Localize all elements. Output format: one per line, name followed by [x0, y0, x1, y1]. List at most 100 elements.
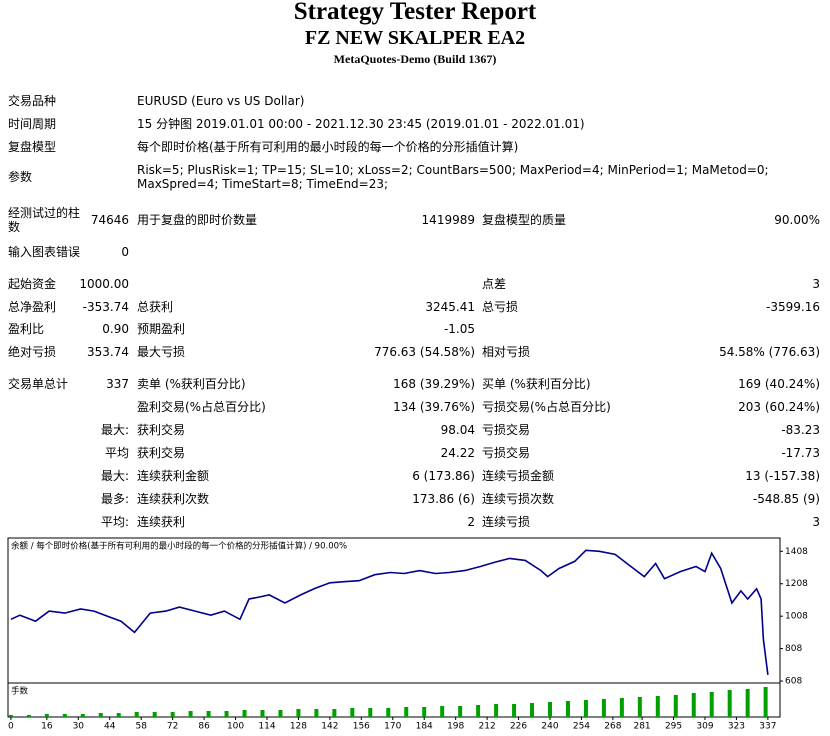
x-tick-label: 128 [290, 722, 307, 732]
row-label: 连续亏损金额 [482, 469, 555, 483]
chart-caption: 余额 / 每个即时价格(基于所有可利用的最小时段的每一个价格的分形插值计算) /… [11, 541, 347, 552]
row-label: 点差 [482, 277, 507, 291]
x-tick-label: 0 [8, 722, 14, 732]
y-tick-label: 808 [785, 644, 802, 654]
x-tick-label: 142 [321, 722, 338, 732]
lot-bar [440, 706, 445, 717]
row-value: 169 (40.24%) [738, 377, 820, 391]
lot-bar [368, 708, 373, 717]
row-value: -548.85 (9) [752, 492, 820, 506]
lot-bar [530, 703, 535, 717]
lots-frame [7, 682, 781, 718]
lot-bar [727, 690, 732, 717]
row-label: 获利交易 [137, 423, 186, 437]
lot-bar [26, 715, 31, 717]
lot-bar [314, 709, 319, 717]
row-label: 预期盈利 [137, 322, 186, 336]
row-value: 168 (39.29%) [393, 377, 475, 391]
lot-bar [296, 709, 301, 717]
row-label: 经测试过的柱数 [8, 206, 81, 234]
lot-bar [80, 714, 85, 717]
row-value: 6 (173.86) [412, 469, 475, 483]
row-value: 1000.00 [79, 277, 129, 291]
y-tick-label: 608 [785, 677, 802, 687]
row-label: 连续获利 [137, 515, 186, 529]
x-tick-label: 100 [227, 722, 244, 732]
row-label: 时间周期 [8, 117, 57, 131]
title: Strategy Tester Report [293, 0, 537, 25]
row-value: 203 (60.24%) [738, 400, 820, 414]
row-value: 0 [121, 245, 129, 259]
row-value: 98.04 [440, 423, 475, 437]
lot-bar [763, 687, 768, 717]
lot-bar [116, 713, 121, 717]
x-tick-label: 295 [665, 722, 682, 732]
row-label: 最大亏损 [137, 345, 186, 359]
row-label: 复盘模型的质量 [482, 213, 567, 227]
lot-bar [278, 710, 283, 717]
x-tick-label: 337 [759, 722, 776, 732]
row-sublabel: 最大: [100, 423, 129, 437]
lot-bar [619, 698, 624, 717]
lots-caption: 手数 [11, 686, 29, 697]
lot-bar [655, 696, 660, 717]
row-label: 交易品种 [8, 94, 57, 108]
balance-line [10, 549, 769, 676]
lot-bar [350, 708, 355, 717]
row-value: 776.63 (54.58%) [374, 345, 475, 359]
lot-bar [98, 713, 103, 717]
row-label: 连续获利次数 [137, 492, 210, 506]
row-value: -1.05 [443, 322, 475, 336]
lot-bar [44, 714, 49, 717]
x-tick-label: 30 [73, 722, 85, 732]
lot-bar [565, 701, 570, 717]
subtitle: FZ NEW SKALPER EA2 [304, 27, 526, 49]
lot-bar [637, 697, 642, 717]
x-tick-label: 114 [258, 722, 275, 732]
lot-bar [188, 711, 193, 717]
row-label: 参数 [8, 170, 33, 184]
row-value: 90.00% [774, 213, 820, 227]
x-tick-label: 184 [416, 722, 433, 732]
row-label: 连续获利金额 [137, 469, 210, 483]
row-sublabel: 最大: [100, 469, 129, 483]
lot-bar [170, 712, 175, 717]
row-label: 亏损交易 [482, 446, 531, 460]
row-label: 输入图表错误 [8, 245, 81, 259]
row-value: 3 [812, 515, 820, 529]
lot-bar [224, 711, 229, 717]
row-sublabel: 最多: [100, 492, 129, 506]
y-tick-label: 1208 [785, 579, 808, 589]
x-tick-label: 86 [198, 722, 210, 732]
lot-bar [206, 711, 211, 717]
lot-bar [152, 712, 157, 717]
lot-bar [332, 709, 337, 717]
lot-bar [673, 695, 678, 717]
chart: 余额 / 每个即时价格(基于所有可利用的最小时段的每一个价格的分形插值计算) /… [7, 537, 808, 732]
row-label: 总亏损 [482, 300, 519, 314]
row-label: 获利交易 [137, 446, 186, 460]
row-label: 相对亏损 [482, 345, 531, 359]
build: MetaQuotes-Demo (Build 1367) [333, 52, 497, 66]
lot-bar [494, 704, 499, 717]
plot-frame [7, 537, 781, 684]
x-tick-label: 156 [353, 722, 370, 732]
row-value: 337 [106, 377, 129, 391]
row-value: -3599.16 [766, 300, 820, 314]
row-label: 绝对亏损 [8, 345, 57, 359]
row-label: 亏损交易(%占总百分比) [482, 400, 611, 414]
row-value: -17.73 [781, 446, 820, 460]
row-label: 总获利 [137, 300, 174, 314]
x-tick-label: 72 [167, 722, 178, 732]
row-label: 盈利交易(%占总百分比) [137, 400, 266, 414]
row-sublabel: 平均 [104, 446, 129, 460]
row-value: 54.58% (776.63) [719, 345, 820, 359]
x-tick-label: 240 [541, 722, 558, 732]
row-text: 15 分钟图 2019.01.01 00:00 - 2021.12.30 23:… [137, 117, 585, 131]
x-tick-label: 254 [573, 722, 590, 732]
row-value: 3245.41 [425, 300, 475, 314]
row-value: 24.22 [440, 446, 475, 460]
lot-bar [691, 693, 696, 717]
row-label: 连续亏损 [482, 515, 531, 529]
row-text: Risk=5; PlusRisk=1; TP=15; SL=10; xLoss=… [137, 163, 769, 191]
